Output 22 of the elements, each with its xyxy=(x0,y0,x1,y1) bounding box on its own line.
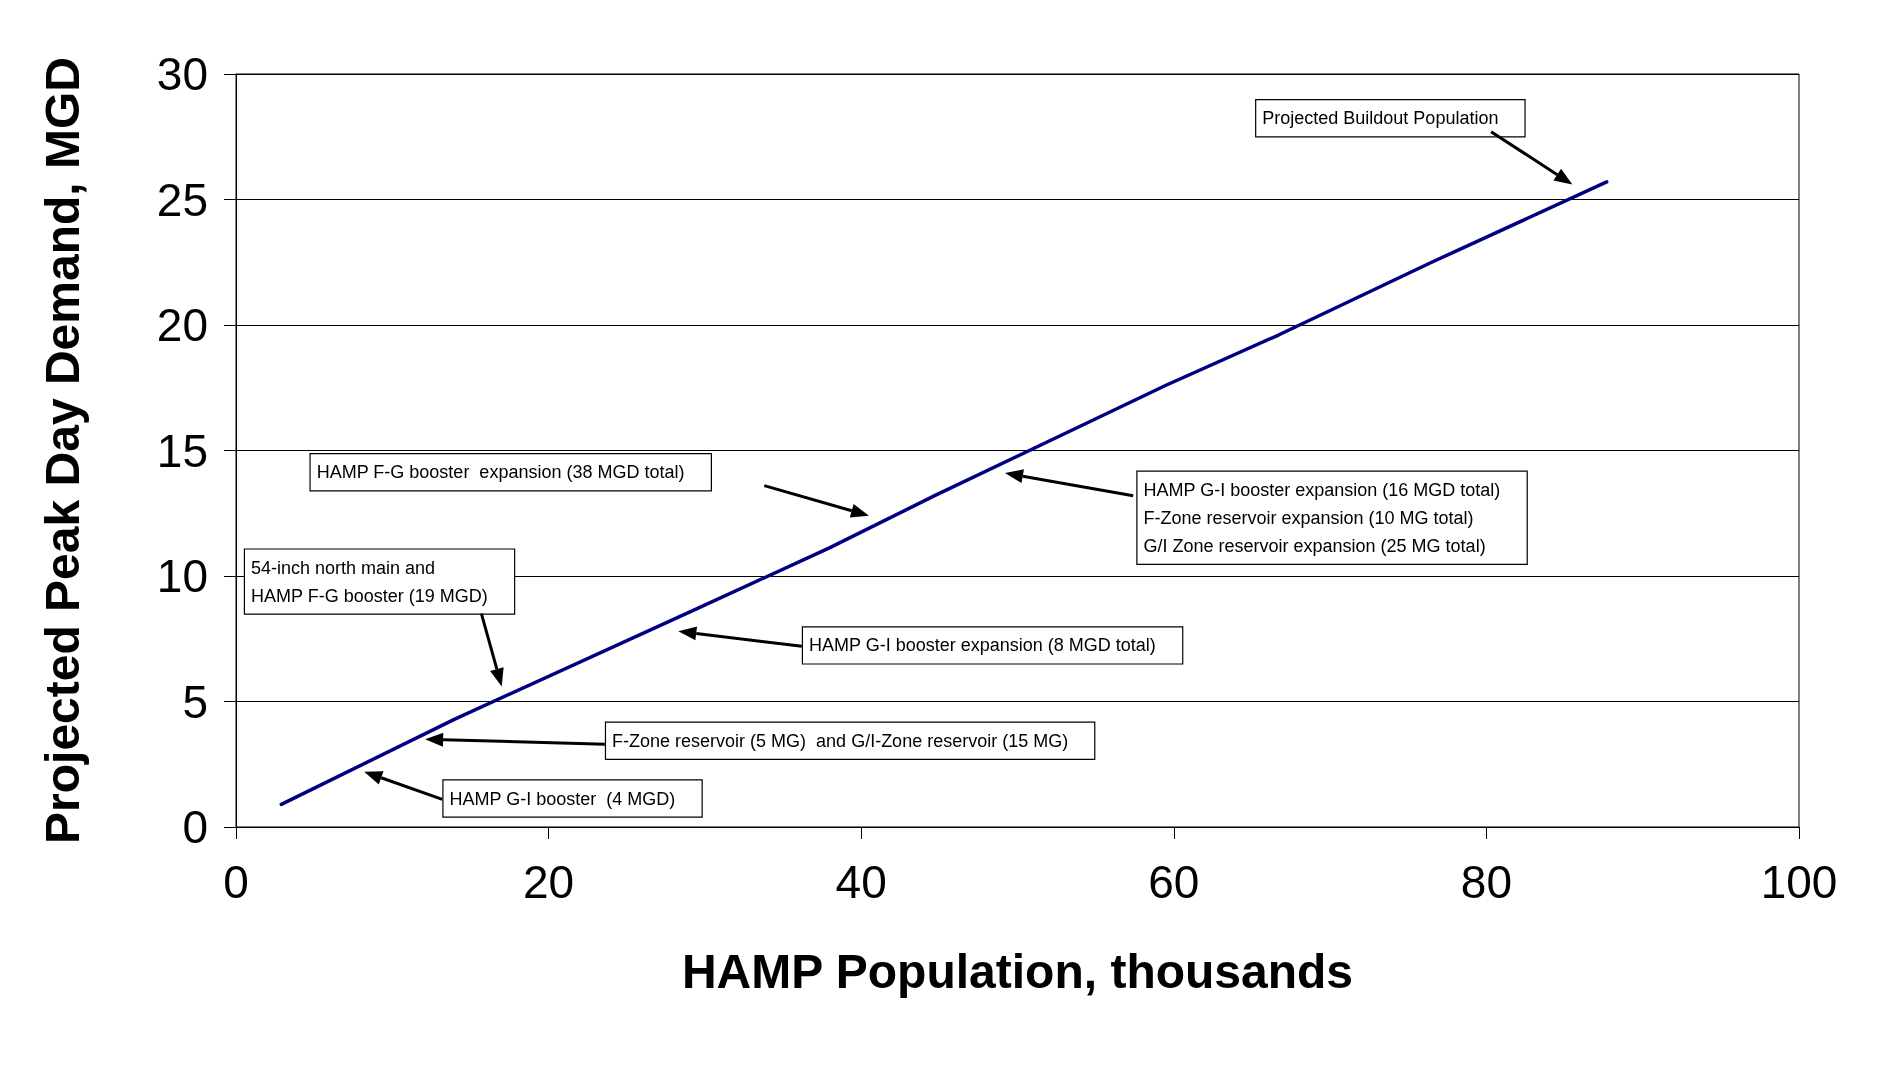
y-tick-label: 20 xyxy=(156,299,208,351)
annotation: 54-inch north main and HAMP F-G booster (19 MGD) xyxy=(251,557,488,606)
annotation: Projected Buildout Population xyxy=(1262,108,1499,129)
x-tick-label: 20 xyxy=(523,856,575,908)
x-tick-label: 40 xyxy=(835,856,887,908)
x-tick-label: 60 xyxy=(1148,856,1200,908)
y-tick-label: 25 xyxy=(156,173,208,226)
x-axis-title: HAMP Population, thousands xyxy=(681,944,1354,998)
annotation: HAMP G-I booster expansion (8 MGD total) xyxy=(809,635,1156,656)
annotation: HAMP G-I booster (4 MGD) xyxy=(449,788,676,809)
y-tick-label: 0 xyxy=(182,801,208,853)
annotation: HAMP F-G booster expansion (38 MGD total) xyxy=(316,462,685,483)
y-tick-label: 10 xyxy=(156,550,208,602)
y-tick-label: 15 xyxy=(156,424,208,477)
x-tick-label: 0 xyxy=(223,856,249,908)
annotation: HAMP G-I booster expansion (16 MGD total) F-Zone reservoir expansion (10 MG total) G/I Zone reservoir expansion (25 MG total) xyxy=(1143,479,1501,556)
x-tick-label: 80 xyxy=(1460,856,1512,908)
y-axis-title: Projected Peak Day Demand, MGD xyxy=(35,57,89,844)
x-tick-label: 100 xyxy=(1760,856,1838,908)
annotation: F-Zone reservoir (5 MG) and G/I-Zone reservoir (15 MG) xyxy=(612,730,1069,751)
y-tick-label: 30 xyxy=(156,48,208,100)
y-tick-label: 5 xyxy=(182,675,208,728)
